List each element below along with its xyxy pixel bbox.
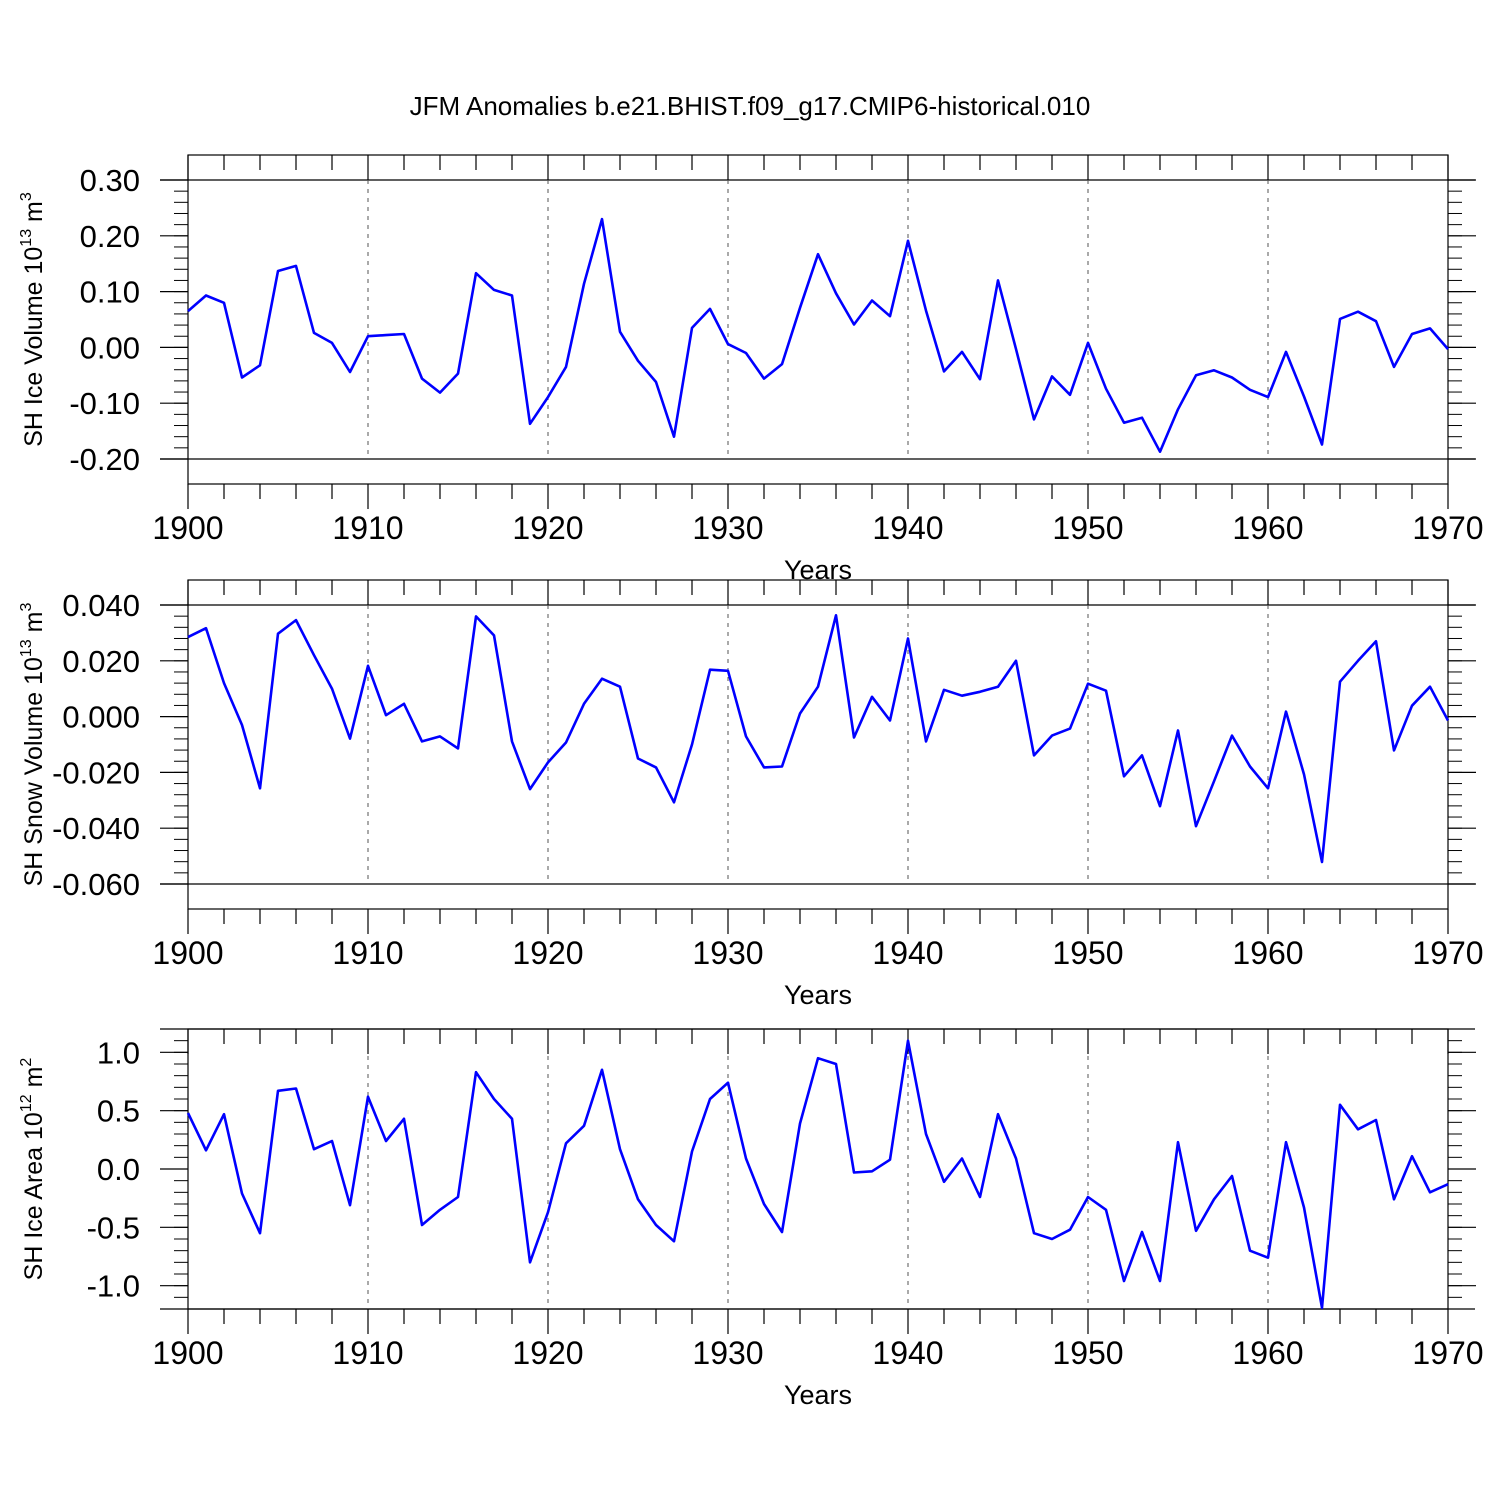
x-tick-label: 1910 <box>332 1335 403 1371</box>
x-tick-label: 1960 <box>1232 510 1303 546</box>
x-tick-label: 1900 <box>152 510 223 546</box>
y-tick-label: 0.00 <box>80 330 140 365</box>
plot-frame <box>187 579 1449 910</box>
x-tick-label: 1970 <box>1412 935 1483 971</box>
y-axis-label-unit: m <box>20 201 48 229</box>
x-tick-label: 1940 <box>872 935 943 971</box>
y-tick-label: -0.10 <box>69 386 140 421</box>
y-axis-label-unit-exponent: 2 <box>18 1058 35 1067</box>
x-tick-label: 1960 <box>1232 935 1303 971</box>
y-axis-label-exponent: 13 <box>18 229 35 247</box>
x-axis-label: Years <box>784 980 852 1010</box>
y-tick-label: 0.5 <box>97 1094 140 1129</box>
chart-panel-1: 0.30 0.20 0.10 0.00 -0.10 -0.20 1900 1910 1920 19… <box>18 154 1484 585</box>
x-tick-label: 1950 <box>1052 510 1123 546</box>
x-tick-label: 1920 <box>512 510 583 546</box>
x-tick-label: 1960 <box>1232 1335 1303 1371</box>
y-tick-label: 0.20 <box>80 219 140 254</box>
y-axis-label-text: SH Snow Volume 10 <box>20 657 48 886</box>
y-tick-label: 0.040 <box>62 588 140 623</box>
y-axis-label-unit: m <box>20 612 48 640</box>
chart-panel-2: 0.040 0.020 0.000 -0.020 -0.040 -0.060 1900 191… <box>18 579 1484 1010</box>
x-tick-label: 1970 <box>1412 1335 1483 1371</box>
x-tick-label: 1900 <box>152 1335 223 1371</box>
chart-title: JFM Anomalies b.e21.BHIST.f09_g17.CMIP6-… <box>410 91 1091 121</box>
x-tick-label: 1950 <box>1052 1335 1123 1371</box>
x-tick-label: 1950 <box>1052 935 1123 971</box>
y-tick-label: -0.20 <box>69 442 140 477</box>
y-tick-label: 0.000 <box>62 700 140 735</box>
y-axis-label: SH Ice Area 1012 m2 <box>18 1058 48 1281</box>
y-tick-label: -0.5 <box>87 1210 140 1245</box>
x-tick-label: 1930 <box>692 935 763 971</box>
x-tick-label: 1930 <box>692 510 763 546</box>
series-line <box>187 217 1449 454</box>
y-axis-label-text: SH Ice Area 10 <box>20 1112 48 1280</box>
x-tick-label: 1970 <box>1412 510 1483 546</box>
y-axis-label: SH Snow Volume 1013 m3 <box>18 603 48 887</box>
y-axis-label-exponent: 12 <box>18 1094 35 1112</box>
chart-panel-3: 1.0 0.5 0.0 -0.5 -1.0 1900 1910 1920 1930 1940 195… <box>18 1028 1484 1410</box>
y-axis-label-exponent: 13 <box>18 639 35 657</box>
x-tick-label: 1940 <box>872 510 943 546</box>
plot-frame <box>187 1028 1449 1310</box>
y-axis-label: SH Ice Volume 1013 m3 <box>18 192 48 447</box>
y-tick-label: 0.0 <box>97 1152 140 1187</box>
x-tick-label: 1940 <box>872 1335 943 1371</box>
y-tick-label: -0.040 <box>52 811 140 846</box>
series-line <box>187 613 1450 864</box>
y-tick-label: 1.0 <box>97 1035 140 1070</box>
y-tick-label: 0.020 <box>62 644 140 679</box>
x-tick-label: 1930 <box>692 1335 763 1371</box>
panels: 0.30 0.20 0.10 0.00 -0.10 -0.20 1900 1910 1920 19… <box>18 154 1484 1410</box>
y-axis-label-unit: m <box>20 1067 48 1095</box>
plot-frame <box>187 154 1449 485</box>
x-tick-label: 1920 <box>512 935 583 971</box>
x-tick-label: 1900 <box>152 935 223 971</box>
x-tick-label: 1910 <box>332 935 403 971</box>
y-tick-label: -0.060 <box>52 867 140 902</box>
y-tick-label: 0.10 <box>80 275 140 310</box>
y-axis-label-unit-exponent: 3 <box>18 192 35 201</box>
x-axis-label: Years <box>784 1380 852 1410</box>
y-axis-label-unit-exponent: 3 <box>18 603 35 612</box>
y-tick-label: 0.30 <box>80 163 140 198</box>
y-tick-label: -0.020 <box>52 755 140 790</box>
y-axis-label-text: SH Ice Volume 10 <box>20 247 48 447</box>
x-tick-label: 1920 <box>512 1335 583 1371</box>
series-line <box>186 1039 1449 1310</box>
x-tick-label: 1910 <box>332 510 403 546</box>
y-tick-label: -1.0 <box>87 1269 140 1304</box>
